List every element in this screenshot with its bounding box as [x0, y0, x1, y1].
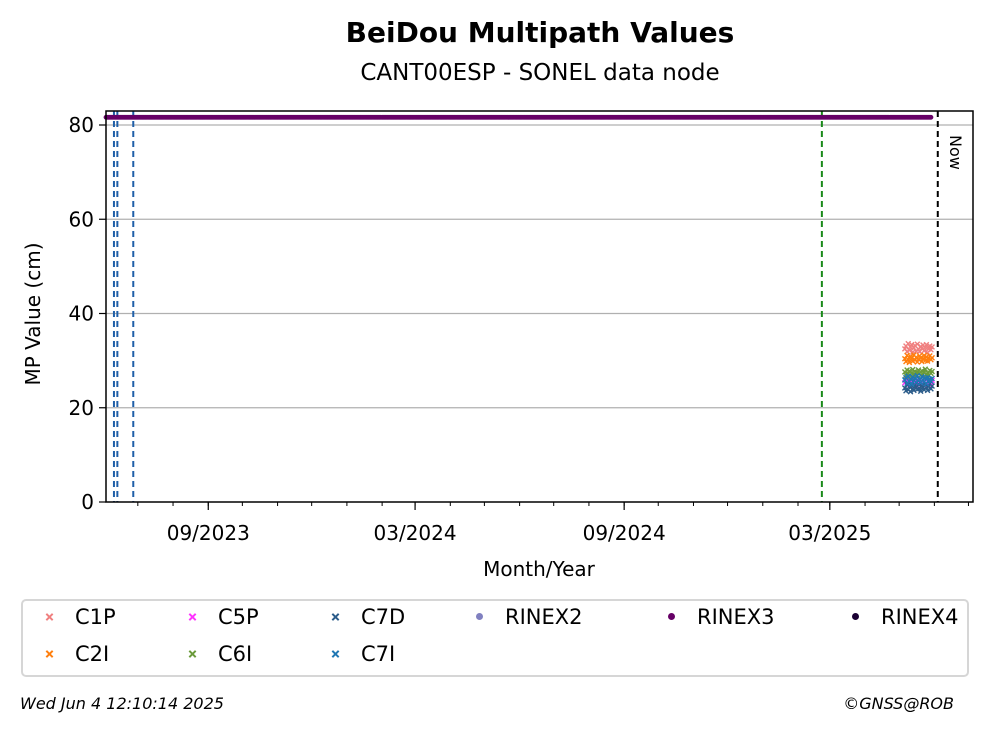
- legend-label: C6I: [218, 642, 253, 666]
- legend-marker-icon: [184, 647, 206, 661]
- legend-marker-icon: [471, 610, 493, 624]
- data-points: [103, 114, 935, 395]
- event-lines: [112, 111, 939, 502]
- x-tick-label-09/2023: 09/2023: [167, 521, 250, 545]
- legend-item-c7d: C7D: [327, 605, 405, 629]
- plot-frame: [105, 110, 974, 503]
- c7d-point: [917, 388, 924, 395]
- c1p-point: [914, 341, 921, 348]
- c1p-point: [923, 341, 930, 348]
- legend-marker-icon: [41, 610, 63, 624]
- x-axis-label: Month/Year: [483, 557, 596, 581]
- c1p-point: [916, 348, 923, 355]
- timestamp: Wed Jun 4 12:10:14 2025: [20, 694, 224, 713]
- legend-label: C7D: [361, 605, 406, 629]
- legend-marker-icon: [327, 610, 349, 624]
- legend-marker-icon: [663, 610, 685, 624]
- c6i-point: [922, 366, 929, 373]
- legend-marker-icon: [184, 610, 206, 624]
- legend-item-c2i: C2I: [41, 642, 109, 666]
- credit: ©GNSS@ROB: [843, 694, 954, 713]
- legend-item-c5p: C5P: [184, 605, 259, 629]
- c2i-point: [929, 354, 935, 361]
- x-tick-label-03/2024: 03/2024: [374, 521, 457, 545]
- c1p-point: [906, 347, 913, 354]
- c7d-point: [924, 387, 931, 394]
- legend-marker-icon: [327, 647, 349, 661]
- grid-lines: [106, 124, 973, 409]
- legend-item-rinex2: RINEX2: [471, 605, 583, 629]
- legend-item-c7i: C7I: [327, 642, 395, 666]
- legend: C1P C5P C7D RINEX2 RINEX3 RINEX4 C2I C6I C7I: [21, 599, 969, 677]
- c2i-point: [906, 359, 913, 366]
- legend-label: RINEX4: [881, 605, 959, 629]
- c7i-point: [918, 373, 925, 380]
- c1p-point: [921, 347, 928, 354]
- legend-label: C2I: [75, 642, 110, 666]
- y-tick-label-20: 20: [69, 396, 94, 420]
- legend-item-c6i: C6I: [184, 642, 252, 666]
- y-tick-label-0: 0: [81, 490, 94, 514]
- c6i-point: [929, 368, 935, 375]
- chart-subtitle: CANT00ESP - SONEL data node: [360, 60, 720, 86]
- c7i-point: [923, 380, 930, 387]
- c7i-point: [929, 375, 935, 382]
- y-tick-label-60: 60: [69, 207, 94, 231]
- x-tick-label-03/2025: 03/2025: [788, 521, 871, 545]
- now-label: Now: [946, 135, 965, 170]
- legend-item-c1p: C1P: [41, 605, 116, 629]
- legend-label: RINEX2: [505, 605, 583, 629]
- y-tick-label-80: 80: [69, 113, 94, 137]
- multipath-chart: 0 20 40 60 80 09/2023 03/2024 09/2024 03/2025 No…: [21, 110, 974, 581]
- c7i-point: [914, 372, 921, 379]
- axis-ticks: 0 20 40 60 80 09/2023 03/2024 09/2024 03/2025: [69, 113, 969, 545]
- c7i-point: [908, 381, 915, 388]
- legend-label: C1P: [75, 605, 116, 629]
- y-tick-label-40: 40: [69, 302, 94, 326]
- x-tick-label-09/2024: 09/2024: [583, 521, 666, 545]
- c7d-point: [929, 383, 935, 389]
- c1p-point: [929, 344, 935, 350]
- legend-label: C5P: [218, 605, 259, 629]
- y-axis-label: MP Value (cm): [21, 242, 45, 385]
- legend-marker-icon: [847, 610, 869, 624]
- legend-label: RINEX3: [697, 605, 775, 629]
- chart-title: BeiDou Multipath Values: [345, 16, 735, 49]
- rinex3-point: [928, 114, 934, 120]
- legend-marker-icon: [41, 647, 63, 661]
- legend-item-rinex3: RINEX3: [663, 605, 775, 629]
- legend-item-rinex4: RINEX4: [847, 605, 959, 629]
- legend-label: C7I: [361, 642, 396, 666]
